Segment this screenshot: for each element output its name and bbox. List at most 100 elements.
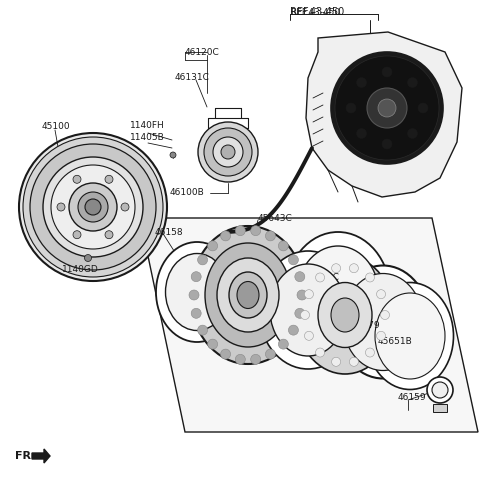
Circle shape: [73, 175, 81, 183]
Text: 45679: 45679: [352, 321, 381, 330]
Circle shape: [432, 382, 448, 398]
Text: 1140FH: 1140FH: [130, 120, 165, 130]
Circle shape: [304, 331, 313, 340]
Circle shape: [30, 144, 156, 270]
Ellipse shape: [375, 293, 445, 379]
Circle shape: [78, 192, 108, 222]
Text: 46131C: 46131C: [175, 72, 210, 81]
Circle shape: [335, 56, 439, 160]
Circle shape: [189, 290, 199, 300]
Text: 46120C: 46120C: [185, 47, 220, 56]
Ellipse shape: [166, 253, 228, 330]
Circle shape: [170, 152, 176, 158]
Circle shape: [121, 203, 129, 211]
Text: 11405B: 11405B: [130, 133, 165, 142]
Circle shape: [19, 133, 167, 281]
Text: 46158: 46158: [155, 228, 184, 237]
Circle shape: [381, 310, 389, 319]
Ellipse shape: [286, 232, 391, 358]
Circle shape: [105, 175, 113, 183]
Circle shape: [43, 157, 143, 257]
Circle shape: [265, 349, 276, 359]
Text: REF.43-450: REF.43-450: [290, 7, 344, 17]
Ellipse shape: [259, 251, 357, 369]
Circle shape: [365, 348, 374, 357]
Circle shape: [251, 354, 261, 364]
Circle shape: [357, 128, 367, 138]
Circle shape: [251, 226, 261, 236]
Circle shape: [378, 99, 396, 117]
Ellipse shape: [237, 281, 259, 308]
Circle shape: [84, 254, 92, 261]
Ellipse shape: [336, 265, 430, 379]
Circle shape: [357, 77, 367, 87]
Bar: [433, 404, 447, 412]
Circle shape: [278, 339, 288, 349]
Ellipse shape: [229, 272, 267, 318]
Circle shape: [382, 139, 392, 149]
Circle shape: [349, 357, 359, 366]
Ellipse shape: [367, 282, 454, 390]
Circle shape: [376, 290, 385, 299]
Circle shape: [278, 241, 288, 251]
Ellipse shape: [205, 243, 291, 347]
Ellipse shape: [343, 273, 423, 370]
Circle shape: [221, 145, 235, 159]
Circle shape: [295, 271, 305, 282]
Circle shape: [57, 203, 65, 211]
Text: 45651C: 45651C: [305, 273, 340, 282]
Circle shape: [408, 77, 418, 87]
Text: REF.43-450: REF.43-450: [290, 7, 340, 16]
Text: 45685A: 45685A: [338, 302, 373, 311]
Circle shape: [85, 199, 101, 215]
Circle shape: [367, 88, 407, 128]
Circle shape: [427, 377, 453, 403]
Circle shape: [208, 339, 217, 349]
Circle shape: [365, 273, 374, 282]
Ellipse shape: [156, 242, 238, 342]
Circle shape: [221, 349, 230, 359]
Circle shape: [191, 308, 201, 318]
Circle shape: [191, 271, 201, 282]
Ellipse shape: [191, 226, 305, 364]
Circle shape: [265, 231, 276, 241]
Circle shape: [332, 263, 341, 272]
Circle shape: [304, 290, 313, 299]
Circle shape: [51, 165, 135, 249]
Circle shape: [198, 255, 207, 265]
Ellipse shape: [318, 282, 372, 347]
Circle shape: [382, 67, 392, 77]
Circle shape: [300, 310, 310, 319]
Circle shape: [198, 122, 258, 182]
Text: 46100B: 46100B: [170, 188, 205, 197]
Circle shape: [69, 183, 117, 231]
Ellipse shape: [297, 246, 379, 344]
Circle shape: [346, 103, 356, 113]
Text: 46159: 46159: [398, 394, 427, 403]
Circle shape: [208, 241, 217, 251]
Circle shape: [297, 290, 307, 300]
Circle shape: [349, 263, 359, 272]
Circle shape: [332, 357, 341, 366]
Text: 45644: 45644: [222, 325, 251, 334]
Circle shape: [331, 52, 443, 164]
Text: 45100: 45100: [42, 121, 71, 131]
Text: FR.: FR.: [15, 451, 36, 461]
Circle shape: [204, 128, 252, 176]
Polygon shape: [306, 32, 462, 197]
Circle shape: [23, 137, 163, 277]
Text: 45651B: 45651B: [378, 337, 413, 346]
Circle shape: [73, 231, 81, 239]
Polygon shape: [32, 449, 50, 463]
Circle shape: [235, 226, 245, 236]
Circle shape: [418, 103, 428, 113]
Circle shape: [376, 331, 385, 340]
Circle shape: [288, 255, 299, 265]
Ellipse shape: [217, 258, 279, 332]
Circle shape: [288, 325, 299, 335]
Circle shape: [235, 354, 245, 364]
Circle shape: [315, 348, 324, 357]
Text: 1140GD: 1140GD: [62, 265, 99, 274]
Ellipse shape: [270, 264, 346, 356]
Ellipse shape: [296, 256, 394, 374]
